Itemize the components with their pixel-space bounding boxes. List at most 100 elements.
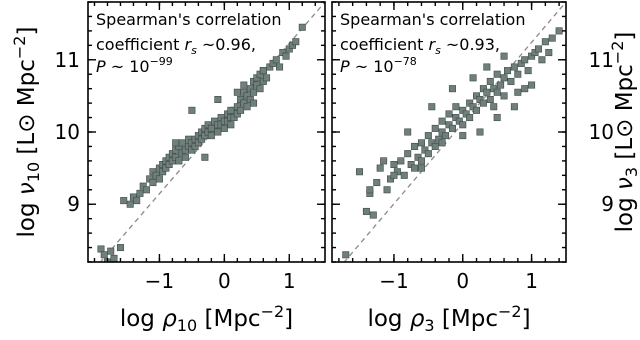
x-axis-label: log ρ10 [Mpc−2] [120,302,293,335]
data-point [545,49,553,57]
x-tick-label: −1 [379,269,408,293]
data-point [188,106,196,114]
right-y-tick-label: 11 [589,48,614,72]
data-point [100,251,108,259]
data-point [555,27,563,35]
x-tick-label: 0 [218,269,231,293]
data-point [142,186,150,194]
annotation-line3: P ~ 10−78 [340,55,417,76]
data-point [500,52,508,60]
data-point [276,63,284,71]
y-tick-label: 9 [67,192,80,216]
data-point [272,56,280,64]
data-point [243,103,251,111]
data-point [373,179,381,187]
data-point [259,67,267,75]
data-point [120,197,128,205]
data-point [452,103,460,111]
y-axis-label: log ν10 [L⊙ Mpc−2] [10,27,43,238]
data-point [411,164,419,172]
data-point [342,251,350,259]
data-point [110,254,118,262]
data-point [250,88,258,96]
data-point [490,103,498,111]
data-point [541,38,549,46]
data-point [438,117,446,125]
right-y-tick-label: 10 [589,120,614,144]
data-point [404,128,412,136]
data-point [362,207,370,215]
data-point [298,23,306,31]
data-point [380,157,388,165]
data-point [459,121,467,129]
data-point [521,85,529,93]
data-point [534,45,542,53]
scatter-points [342,27,563,259]
data-point [438,139,446,147]
data-point [369,211,377,219]
data-point [500,92,508,100]
data-point [466,114,474,122]
data-point [497,81,505,89]
data-point [404,150,412,158]
data-point [233,88,241,96]
data-point [155,175,163,183]
data-point [207,132,215,140]
data-point [263,74,271,82]
annotation-line1: Spearman's correlation [96,10,281,29]
data-point [400,171,408,179]
data-point [500,74,508,82]
x-tick-label: 0 [456,269,469,293]
data-point [431,124,439,132]
annotation-line2: coefficient rs ~0.93, [340,35,500,57]
data-point [116,244,124,252]
data-point [510,63,518,71]
data-point [214,128,222,136]
data-point [97,245,105,253]
data-point [514,70,522,78]
data-point [548,34,556,42]
data-point [250,99,258,107]
data-point [397,157,405,165]
data-point [240,81,248,89]
data-point [175,157,183,165]
right-y-axis-label: log ν3 [L⊙ Mpc−2] [608,32,640,233]
data-point [510,103,518,111]
data-point [181,153,189,161]
data-point [424,150,432,158]
data-point [445,110,453,118]
data-point [493,88,501,96]
x-tick-label: −1 [145,269,174,293]
x-tick-label: 1 [283,269,296,293]
data-point [469,74,477,82]
data-point [483,63,491,71]
x-axis-label: log ρ3 [Mpc−2] [367,302,530,335]
right-y-tick-label: 9 [601,192,614,216]
scatter-points [97,23,306,262]
data-point [473,106,481,114]
reference-line [343,2,566,262]
data-point [256,85,264,93]
data-point [282,52,290,60]
data-point [417,157,425,165]
data-point [237,106,245,114]
data-point [390,161,398,169]
data-point [220,124,228,132]
data-point [227,121,235,129]
data-point [417,139,425,147]
data-point [459,132,467,140]
data-point [528,81,536,89]
data-point [503,67,511,75]
data-point [521,56,529,64]
data-point [442,132,450,140]
data-point [479,99,487,107]
data-point [201,153,209,161]
data-point [149,179,157,187]
data-point [486,77,494,85]
annotation-line2: coefficient rs ~0.96, [96,35,256,57]
data-point [390,171,398,179]
panel-rho3: −1 0 1 log ρ3 [Mpc−2] Spearman's correlation… [331,1,567,335]
annotation-line3: P ~ 10−99 [96,55,173,76]
